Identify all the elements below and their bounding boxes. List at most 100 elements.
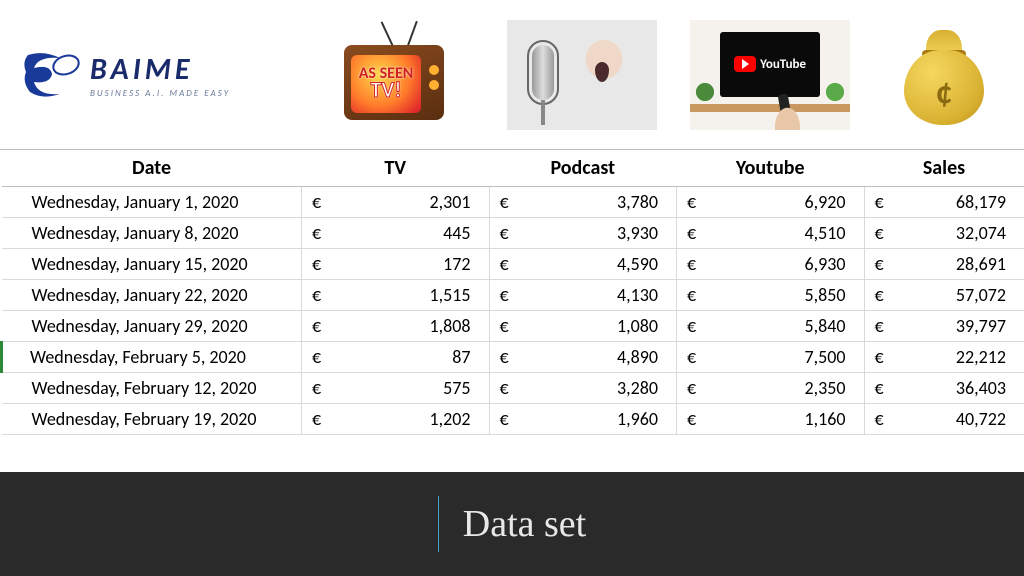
cell-currency: €	[302, 280, 396, 311]
column-icon-podcast	[488, 0, 676, 149]
cell-currency: €	[677, 249, 771, 280]
cell-date: Wednesday, February 19, 2020	[2, 404, 302, 435]
cell-currency: €	[864, 373, 944, 404]
table-row: Wednesday, January 1, 2020€2,301€3,780€6…	[2, 187, 1024, 218]
header-row: BAIME BUSINESS A.I. MADE EASY AS SEENTV!…	[0, 0, 1024, 150]
cell-sales: 36,403	[944, 373, 1024, 404]
cell-currency: €	[302, 404, 396, 435]
table-row: Wednesday, January 22, 2020€1,515€4,130€…	[2, 280, 1024, 311]
cell-sales: 28,691	[944, 249, 1024, 280]
cell-sales: 32,074	[944, 218, 1024, 249]
cell-date: Wednesday, January 29, 2020	[2, 311, 302, 342]
cell-currency: €	[677, 187, 771, 218]
column-icon-sales: ¢	[864, 0, 1024, 149]
baime-logo-icon	[20, 50, 80, 100]
table-header-row: Date TV Podcast Youtube Sales	[2, 150, 1024, 187]
col-header-tv: TV	[302, 150, 490, 187]
cell-youtube: 4,510	[770, 218, 864, 249]
cell-youtube: 5,840	[770, 311, 864, 342]
money-bag-icon: ¢	[894, 20, 994, 130]
cell-currency: €	[489, 404, 583, 435]
cell-tv: 2,301	[395, 187, 489, 218]
logo-brand-text: BAIME	[90, 51, 230, 88]
table-row: Wednesday, January 8, 2020€445€3,930€4,5…	[2, 218, 1024, 249]
cell-currency: €	[677, 311, 771, 342]
data-table: Date TV Podcast Youtube Sales Wednesday,…	[0, 150, 1024, 435]
table-row: Wednesday, January 29, 2020€1,808€1,080€…	[2, 311, 1024, 342]
cell-currency: €	[302, 342, 396, 373]
cell-podcast: 4,130	[583, 280, 677, 311]
podcast-icon	[507, 20, 657, 130]
cell-currency: €	[677, 280, 771, 311]
cell-tv: 172	[395, 249, 489, 280]
cell-date: Wednesday, February 5, 2020	[2, 342, 302, 373]
footer-title: Data set	[463, 502, 586, 546]
col-header-sales: Sales	[864, 150, 1024, 187]
cell-currency: €	[677, 342, 771, 373]
cell-currency: €	[489, 187, 583, 218]
cell-currency: €	[677, 373, 771, 404]
cell-currency: €	[302, 218, 396, 249]
cell-tv: 575	[395, 373, 489, 404]
cell-currency: €	[864, 249, 944, 280]
cell-youtube: 5,850	[770, 280, 864, 311]
cell-podcast: 1,960	[583, 404, 677, 435]
cell-podcast: 4,590	[583, 249, 677, 280]
cell-currency: €	[864, 187, 944, 218]
cell-sales: 39,797	[944, 311, 1024, 342]
cell-currency: €	[302, 311, 396, 342]
logo-cell: BAIME BUSINESS A.I. MADE EASY	[0, 40, 300, 110]
cell-podcast: 4,890	[583, 342, 677, 373]
footer-divider	[438, 496, 439, 552]
cell-currency: €	[302, 249, 396, 280]
cell-youtube: 6,920	[770, 187, 864, 218]
cell-tv: 87	[395, 342, 489, 373]
col-header-date: Date	[2, 150, 302, 187]
table-row: Wednesday, February 5, 2020€87€4,890€7,5…	[2, 342, 1024, 373]
table-row: Wednesday, February 19, 2020€1,202€1,960…	[2, 404, 1024, 435]
cell-currency: €	[677, 218, 771, 249]
cell-currency: €	[864, 280, 944, 311]
cell-currency: €	[489, 218, 583, 249]
col-header-podcast: Podcast	[489, 150, 677, 187]
cell-sales: 40,722	[944, 404, 1024, 435]
youtube-icon: YouTube	[690, 20, 850, 130]
cell-date: Wednesday, January 8, 2020	[2, 218, 302, 249]
cell-podcast: 3,780	[583, 187, 677, 218]
cell-currency: €	[489, 373, 583, 404]
cell-sales: 57,072	[944, 280, 1024, 311]
cell-tv: 445	[395, 218, 489, 249]
column-icon-youtube: YouTube	[676, 0, 864, 149]
table-row: Wednesday, January 15, 2020€172€4,590€6,…	[2, 249, 1024, 280]
cell-currency: €	[677, 404, 771, 435]
cell-currency: €	[489, 249, 583, 280]
cell-youtube: 7,500	[770, 342, 864, 373]
cell-date: Wednesday, January 15, 2020	[2, 249, 302, 280]
cell-currency: €	[864, 404, 944, 435]
table-row: Wednesday, February 12, 2020€575€3,280€2…	[2, 373, 1024, 404]
cell-sales: 68,179	[944, 187, 1024, 218]
tv-icon: AS SEENTV!	[339, 25, 449, 125]
cell-youtube: 2,350	[770, 373, 864, 404]
cell-currency: €	[864, 342, 944, 373]
cell-date: Wednesday, February 12, 2020	[2, 373, 302, 404]
cell-currency: €	[302, 373, 396, 404]
cell-date: Wednesday, January 1, 2020	[2, 187, 302, 218]
cell-tv: 1,808	[395, 311, 489, 342]
column-icon-tv: AS SEENTV!	[300, 0, 488, 149]
footer-bar: Data set	[0, 472, 1024, 576]
cell-currency: €	[489, 311, 583, 342]
cell-currency: €	[864, 218, 944, 249]
cell-currency: €	[489, 280, 583, 311]
cell-currency: €	[302, 187, 396, 218]
cell-sales: 22,212	[944, 342, 1024, 373]
logo-tagline: BUSINESS A.I. MADE EASY	[90, 88, 230, 99]
cell-currency: €	[864, 311, 944, 342]
cell-currency: €	[489, 342, 583, 373]
cell-youtube: 1,160	[770, 404, 864, 435]
cell-podcast: 1,080	[583, 311, 677, 342]
cell-tv: 1,202	[395, 404, 489, 435]
col-header-youtube: Youtube	[677, 150, 865, 187]
cell-youtube: 6,930	[770, 249, 864, 280]
cell-podcast: 3,280	[583, 373, 677, 404]
